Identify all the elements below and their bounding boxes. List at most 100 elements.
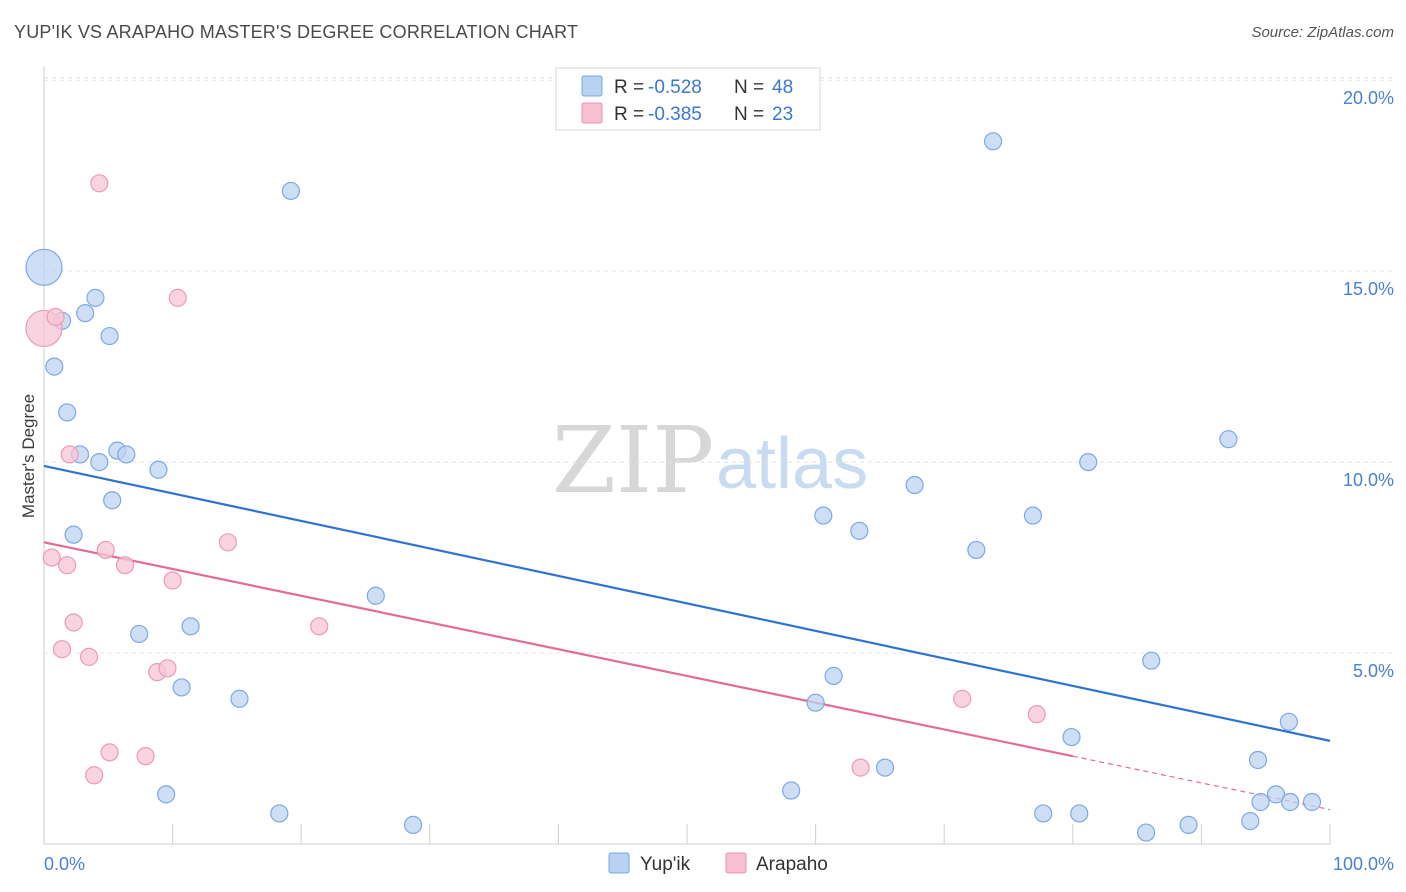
yupik-point xyxy=(117,445,136,464)
arapaho-point xyxy=(85,766,104,785)
yupik-point xyxy=(1034,804,1053,823)
yupik-point xyxy=(181,617,200,636)
arapaho-point xyxy=(90,174,109,193)
yupik-point xyxy=(1281,792,1300,812)
arapaho-point xyxy=(168,288,187,307)
legend-n-label-arapaho: N = xyxy=(734,104,764,125)
x-tick-max: 100.0% xyxy=(1333,854,1394,874)
arapaho-point xyxy=(851,758,870,777)
legend-swatch-yupik xyxy=(581,75,603,97)
arapaho-point xyxy=(115,556,135,575)
bottom-legend-yupik: Yup'ik xyxy=(640,854,691,875)
yupik-point xyxy=(905,475,924,495)
y-tick-10: 10.0% xyxy=(1343,470,1394,490)
trend-line-arapaho xyxy=(43,541,1074,758)
y-axis-label: Master's Degree xyxy=(19,394,38,518)
arapaho-point xyxy=(42,548,61,567)
bottom-legend-swatch-yupik xyxy=(608,852,630,874)
legend-n-value-arapaho: 23 xyxy=(772,104,793,125)
yupik-point xyxy=(1142,651,1161,670)
yupik-point xyxy=(366,586,385,605)
y-tick-15: 15.0% xyxy=(1343,279,1394,299)
axes xyxy=(43,66,1331,845)
trend-lines xyxy=(43,464,1331,811)
arapaho-point xyxy=(953,689,972,708)
arapaho-point xyxy=(58,556,77,575)
legend-r-value-yupik: -0.528 xyxy=(648,77,702,98)
arapaho-point xyxy=(52,640,72,659)
legend-r-label-arapaho: R = xyxy=(614,104,644,125)
y-tick-20: 20.0% xyxy=(1343,88,1394,108)
yupik-point xyxy=(1302,792,1322,812)
arapaho-point xyxy=(158,659,177,678)
bottom-legend-swatch-arapaho xyxy=(725,852,747,874)
yupik-point xyxy=(1179,815,1198,835)
arapaho-point xyxy=(46,307,65,327)
bottom-legend-arapaho: Arapaho xyxy=(756,854,828,875)
yupik-point xyxy=(806,693,825,712)
yupik-point xyxy=(1062,727,1081,747)
arapaho-point xyxy=(310,617,329,636)
arapaho-point xyxy=(136,747,155,766)
legend-n-label-yupik: N = xyxy=(734,77,764,98)
yupik-point xyxy=(814,506,833,525)
yupik-point xyxy=(157,785,176,804)
yupik-point xyxy=(172,678,191,697)
yupik-point xyxy=(1248,750,1268,770)
yupik-point xyxy=(983,132,1003,151)
legend-r-value-arapaho: -0.385 xyxy=(648,104,702,125)
y-tick-5: 5.0% xyxy=(1353,661,1394,681)
yupik-point xyxy=(149,460,168,479)
data-points xyxy=(25,132,1322,842)
arapaho-point xyxy=(163,571,182,590)
legend-n-value-yupik: 48 xyxy=(772,77,793,98)
yupik-point xyxy=(824,666,843,686)
yupik-point xyxy=(1251,792,1270,812)
yupik-point xyxy=(782,781,801,800)
yupik-point xyxy=(1279,712,1298,731)
yupik-point xyxy=(1219,430,1238,449)
yupik-point xyxy=(103,491,122,510)
arapaho-point xyxy=(1027,705,1046,724)
yupik-point xyxy=(1023,506,1043,525)
yupik-point xyxy=(58,403,77,422)
yupik-point xyxy=(1137,823,1156,842)
arapaho-point xyxy=(96,540,115,560)
yupik-point xyxy=(1241,811,1260,831)
legend-swatch-arapaho xyxy=(581,102,603,124)
yupik-point xyxy=(130,624,149,644)
grid xyxy=(44,77,1394,654)
yupik-point xyxy=(1070,804,1089,823)
yupik-point xyxy=(90,452,109,472)
yupik-point xyxy=(100,326,119,346)
trend-line-yupik xyxy=(43,464,1331,742)
watermark-zip: ZIP xyxy=(552,407,714,514)
legend-r-label-yupik: R = xyxy=(614,77,644,98)
chart-title: YUP'IK VS ARAPAHO MASTER'S DEGREE CORREL… xyxy=(14,22,579,42)
arapaho-point xyxy=(79,647,99,666)
stats-legend: R = -0.528 N = 48 R = -0.385 N = 23 xyxy=(555,67,821,131)
arapaho-point xyxy=(100,743,119,762)
yupik-point xyxy=(403,815,423,835)
yupik-point xyxy=(1266,785,1286,804)
arapaho-point xyxy=(64,613,83,632)
yupik-point xyxy=(850,521,869,540)
x-tick-min: 0.0% xyxy=(44,854,85,874)
arapaho-point xyxy=(218,533,237,552)
yupik-point xyxy=(86,288,105,307)
yupik-point xyxy=(64,525,83,544)
yupik-point xyxy=(76,304,95,323)
yupik-point xyxy=(281,181,301,201)
yupik-point xyxy=(1079,452,1098,472)
source-label: Source: ZipAtlas.com xyxy=(1251,24,1394,41)
arapaho-point xyxy=(60,445,79,464)
watermark-atlas: atlas xyxy=(716,424,868,504)
yupik-point xyxy=(875,758,895,777)
yupik-point xyxy=(25,248,63,286)
series-legend: Yup'ik Arapaho xyxy=(608,852,828,875)
yupik-point xyxy=(45,357,64,376)
yupik-point xyxy=(230,689,249,708)
yupik-point xyxy=(270,804,289,823)
yupik-point xyxy=(967,540,986,560)
